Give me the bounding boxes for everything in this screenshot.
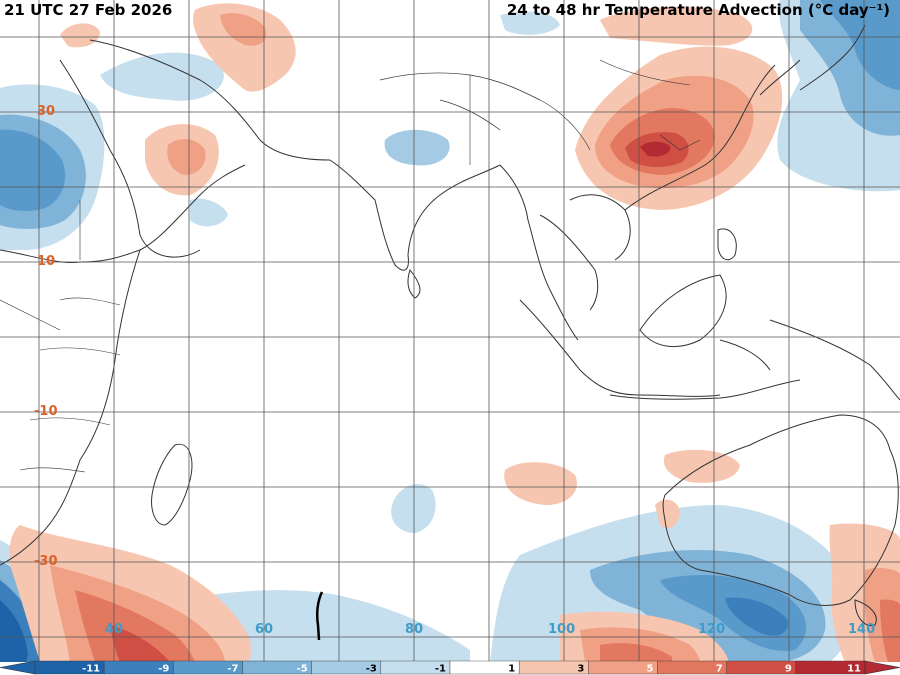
colorbar-tick-label: 3 — [577, 664, 584, 675]
colorbar-tick-label: -11 — [82, 664, 100, 675]
valid-time-label: 21 UTC 27 Feb 2026 — [4, 1, 173, 19]
colorbar: -11 -9 -7 -5 -3 -1 1 3 5 7 9 11 — [0, 660, 900, 675]
lon-label: 80 — [405, 622, 424, 637]
lat-label: -10 — [34, 404, 58, 419]
lon-label: 100 — [548, 622, 576, 637]
lat-label: 30 — [37, 104, 56, 119]
colorbar-extend-min — [0, 660, 36, 675]
lat-label: -30 — [34, 554, 58, 569]
colorbar-tick-label: -1 — [435, 664, 446, 675]
zero-contour-line — [315, 591, 324, 641]
coastlines — [0, 24, 900, 627]
lon-label: 140 — [848, 622, 876, 637]
colorbar-tick-label: 5 — [647, 664, 654, 675]
lat-label: 10 — [37, 254, 56, 269]
warm-advection-shading — [9, 3, 900, 662]
lon-label: 120 — [698, 622, 726, 637]
lon-label: 40 — [105, 622, 124, 637]
colorbar-tick-label: 11 — [847, 664, 861, 675]
colorbar-tick-label: 7 — [716, 664, 723, 675]
colorbar-tick-label: -7 — [227, 664, 238, 675]
colorbar-tick-label: 9 — [785, 664, 792, 675]
map-title: 24 to 48 hr Temperature Advection (°C da… — [506, 1, 890, 19]
colorbar-tick-label: 1 — [508, 664, 515, 675]
colorbar-tick-label: -5 — [297, 664, 308, 675]
colorbar-tick-label: -3 — [366, 664, 377, 675]
colorbar-tick-label: -9 — [158, 664, 169, 675]
colorbar-extend-max — [864, 660, 900, 675]
lon-label: 60 — [255, 622, 274, 637]
